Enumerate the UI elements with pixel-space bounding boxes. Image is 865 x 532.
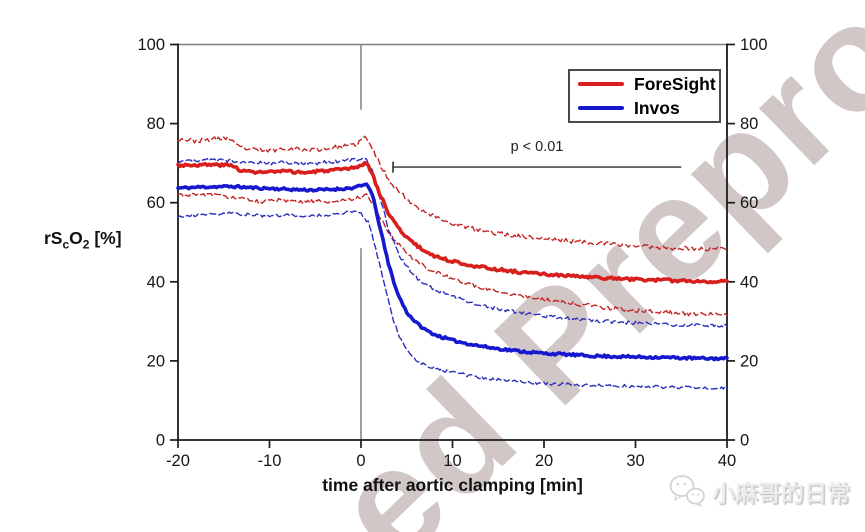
foresight-line-swatch [578, 82, 624, 86]
series-invos-mean [176, 182, 729, 362]
x-tick-label: 30 [626, 452, 644, 470]
series-foresight-upper-ci [177, 135, 728, 252]
y-tick-label-left: 100 [137, 36, 165, 54]
y-tick-label-left: 0 [156, 432, 165, 450]
account-name: 小麻哥的日常 [712, 480, 850, 506]
wechat-chat-bubbles-icon [669, 475, 705, 508]
legend: ForeSight Invos [568, 69, 721, 123]
x-tick-label: 0 [356, 452, 365, 470]
x-tick-label: -10 [258, 452, 282, 470]
y-axis-title: rScO2 [%] [44, 228, 122, 252]
significance-annotation: p < 0.01 [510, 139, 564, 155]
y-tick-label-right: 20 [740, 352, 758, 370]
x-tick-label: 20 [535, 452, 553, 470]
y-tick-label-right: 40 [740, 273, 758, 291]
x-tick-label: 40 [718, 452, 736, 470]
series-foresight-mean [176, 160, 729, 285]
y-tick-label-left: 20 [147, 352, 165, 370]
y-tick-label-right: 60 [740, 194, 758, 212]
series-foresight-lower-ci [177, 192, 728, 317]
series-invos-lower-ci [177, 210, 728, 390]
wechat-account-logo: 小麻哥的日常 [668, 474, 850, 508]
y-tick-label-left: 40 [147, 273, 165, 291]
legend-item-invos: Invos [578, 98, 719, 118]
series-invos-upper-ci [177, 157, 728, 328]
y-tick-label-left: 80 [147, 115, 165, 133]
legend-item-foresight: ForeSight [578, 74, 719, 94]
legend-label-invos: Invos [634, 97, 680, 118]
x-tick-label: -20 [166, 452, 190, 470]
x-axis-title: time after aortic clamping [min] [322, 475, 583, 495]
y-tick-label-right: 100 [740, 36, 768, 54]
invos-line-swatch [578, 106, 624, 110]
legend-label-foresight: ForeSight [634, 73, 716, 94]
y-tick-label-right: 80 [740, 115, 758, 133]
y-tick-label-right: 0 [740, 432, 749, 450]
x-tick-label: 10 [443, 452, 461, 470]
y-tick-label-left: 60 [147, 194, 165, 212]
